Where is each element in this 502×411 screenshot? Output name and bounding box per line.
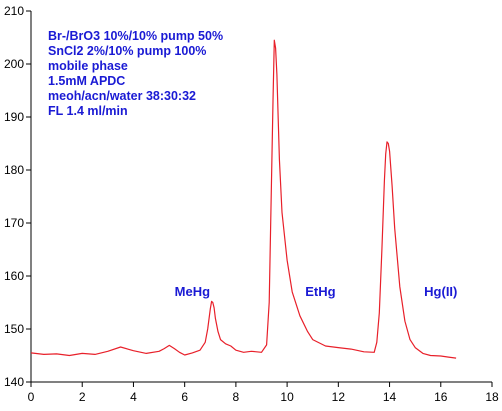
y-tick-label: 190: [4, 110, 24, 124]
y-tick-label: 210: [4, 4, 24, 18]
peak-label: EtHg: [305, 284, 335, 299]
x-tick-label: 16: [434, 390, 448, 404]
x-tick-label: 8: [233, 390, 240, 404]
y-tick-label: 160: [4, 269, 24, 283]
peak-label: Hg(II): [424, 284, 457, 299]
annotation-block: Br-/BrO3 10%/10% pump 50%SnCl2 2%/10% pu…: [48, 29, 223, 118]
y-tick-label: 170: [4, 216, 24, 230]
axis-ticks: 0 2 4 6 8 10 12 14 16 18 140 150 160 170 180 190 200 210: [4, 4, 499, 404]
annotation-line: meoh/acn/water 38:30:32: [48, 89, 196, 103]
y-tick-label: 200: [4, 57, 24, 71]
y-tick-label: 140: [4, 375, 24, 389]
x-tick-label: 18: [485, 390, 499, 404]
annotation-line: SnCl2 2%/10% pump 100%: [48, 44, 206, 58]
series-line-0: [30, 39, 457, 359]
x-tick-label: 2: [79, 390, 86, 404]
axes: [30, 11, 492, 383]
annotation-line: Br-/BrO3 10%/10% pump 50%: [48, 29, 223, 43]
peak-labels: MeHg EtHg Hg(II): [175, 284, 458, 299]
x-tick-label: 12: [332, 390, 346, 404]
x-tick-label: 14: [383, 390, 397, 404]
x-tick-label: 4: [130, 390, 137, 404]
x-tick-label: 6: [181, 390, 188, 404]
y-tick-label: 150: [4, 322, 24, 336]
series-layer: [30, 39, 457, 359]
x-tick-label: 10: [280, 390, 294, 404]
annotation-line: FL 1.4 ml/min: [48, 104, 128, 118]
peak-label: MeHg: [175, 284, 210, 299]
x-tick-label: 0: [28, 390, 35, 404]
y-tick-label: 180: [4, 163, 24, 177]
annotation-line: 1.5mM APDC: [48, 74, 125, 88]
annotation-line: mobile phase: [48, 59, 128, 73]
